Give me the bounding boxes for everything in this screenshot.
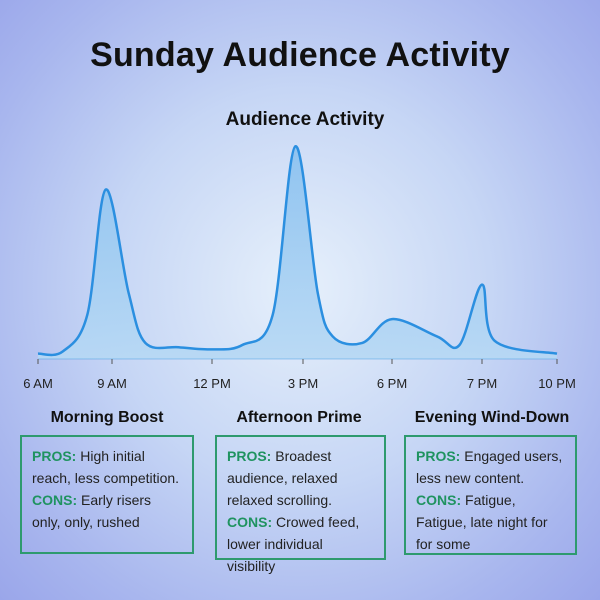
activity-chart: 6 AM 9 AM 12 PM 3 PM 6 PM 7 PM 10 PM <box>23 145 576 391</box>
pros-label: PROS: <box>32 448 77 464</box>
x-tick-label: 3 PM <box>288 376 318 391</box>
pros-text: Broadest audience, relaxed relaxed scrol… <box>227 448 338 508</box>
chart-title: Audience Activity <box>225 109 385 130</box>
page-title: Sunday Audience Activity <box>90 36 510 74</box>
x-tick-label: 7 PM <box>467 376 497 391</box>
x-tick-label: 9 AM <box>97 376 127 391</box>
cons-label: CONS: <box>227 514 273 530</box>
pros-text: Engaged users, less new content. <box>416 448 563 486</box>
x-tick-label: 10 PM <box>538 376 576 391</box>
cons-text: Early risers only, only, rushed <box>32 492 152 530</box>
x-tick-label: 6 AM <box>23 376 53 391</box>
x-axis-ticks: 6 AM 9 AM 12 PM 3 PM 6 PM 7 PM 10 PM <box>23 359 576 391</box>
pros-label: PROS: <box>227 448 272 464</box>
pros-text: High initial reach, less competition. <box>32 448 180 486</box>
pros-label: PROS: <box>416 448 461 464</box>
section-heading-morning: Morning Boost <box>50 409 164 426</box>
activity-line <box>37 145 558 357</box>
section-heading-evening: Evening Wind-Down <box>414 409 570 426</box>
section-heading-afternoon: Afternoon Prime <box>236 409 362 426</box>
afternoon-card: PROS: Broadest audience, relaxed relaxed… <box>215 435 386 574</box>
evening-card: PROS: Engaged users, less new content. C… <box>404 435 577 555</box>
x-tick-label: 6 PM <box>377 376 407 391</box>
activity-area <box>38 146 557 359</box>
x-tick-label: 12 PM <box>193 376 231 391</box>
cons-label: CONS: <box>416 492 462 508</box>
cons-text: Crowed feed, lower individual visibility <box>227 514 360 574</box>
cons-text: Fatigue, Fatigue, late night for for som… <box>416 492 548 552</box>
cons-label: CONS: <box>32 492 78 508</box>
morning-card: PROS: High initial reach, less competiti… <box>20 435 194 554</box>
